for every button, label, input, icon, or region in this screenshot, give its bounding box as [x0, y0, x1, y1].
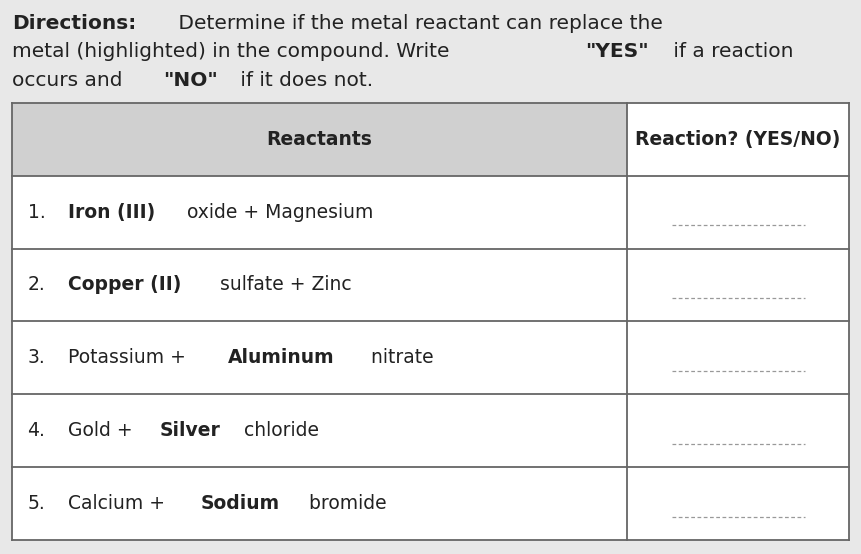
Text: Reactants: Reactants [267, 130, 373, 148]
Text: Copper (II): Copper (II) [68, 275, 182, 295]
Text: Iron (III): Iron (III) [68, 203, 155, 222]
Text: metal (highlighted) in the compound. Write: metal (highlighted) in the compound. Wri… [12, 42, 456, 61]
Text: Sodium: Sodium [201, 494, 280, 513]
Text: Calcium +: Calcium + [68, 494, 171, 513]
Text: Aluminum: Aluminum [228, 348, 334, 367]
Text: if it does not.: if it does not. [233, 70, 373, 90]
Text: Directions:: Directions: [12, 14, 136, 33]
Text: occurs and: occurs and [12, 70, 129, 90]
Text: bromide: bromide [303, 494, 387, 513]
Text: Determine if the metal reactant can replace the: Determine if the metal reactant can repl… [172, 14, 663, 33]
Text: sulfate + Zinc: sulfate + Zinc [214, 275, 352, 295]
Text: chloride: chloride [238, 421, 319, 440]
Text: "YES": "YES" [585, 42, 648, 61]
Text: "NO": "NO" [163, 70, 218, 90]
Text: 5.: 5. [28, 494, 46, 513]
Text: Potassium +: Potassium + [68, 348, 192, 367]
Text: 2.: 2. [28, 275, 46, 295]
Text: oxide + Magnesium: oxide + Magnesium [181, 203, 373, 222]
Bar [12, 102, 849, 540]
Text: Gold +: Gold + [68, 421, 139, 440]
Text: 3.: 3. [28, 348, 46, 367]
Text: Reaction? (YES/NO): Reaction? (YES/NO) [635, 130, 840, 148]
Text: 4.: 4. [28, 421, 46, 440]
Text: if a reaction: if a reaction [667, 42, 793, 61]
Text: nitrate: nitrate [365, 348, 434, 367]
Text: Silver: Silver [159, 421, 220, 440]
Bar [12, 102, 627, 176]
Text: 1.: 1. [28, 203, 46, 222]
